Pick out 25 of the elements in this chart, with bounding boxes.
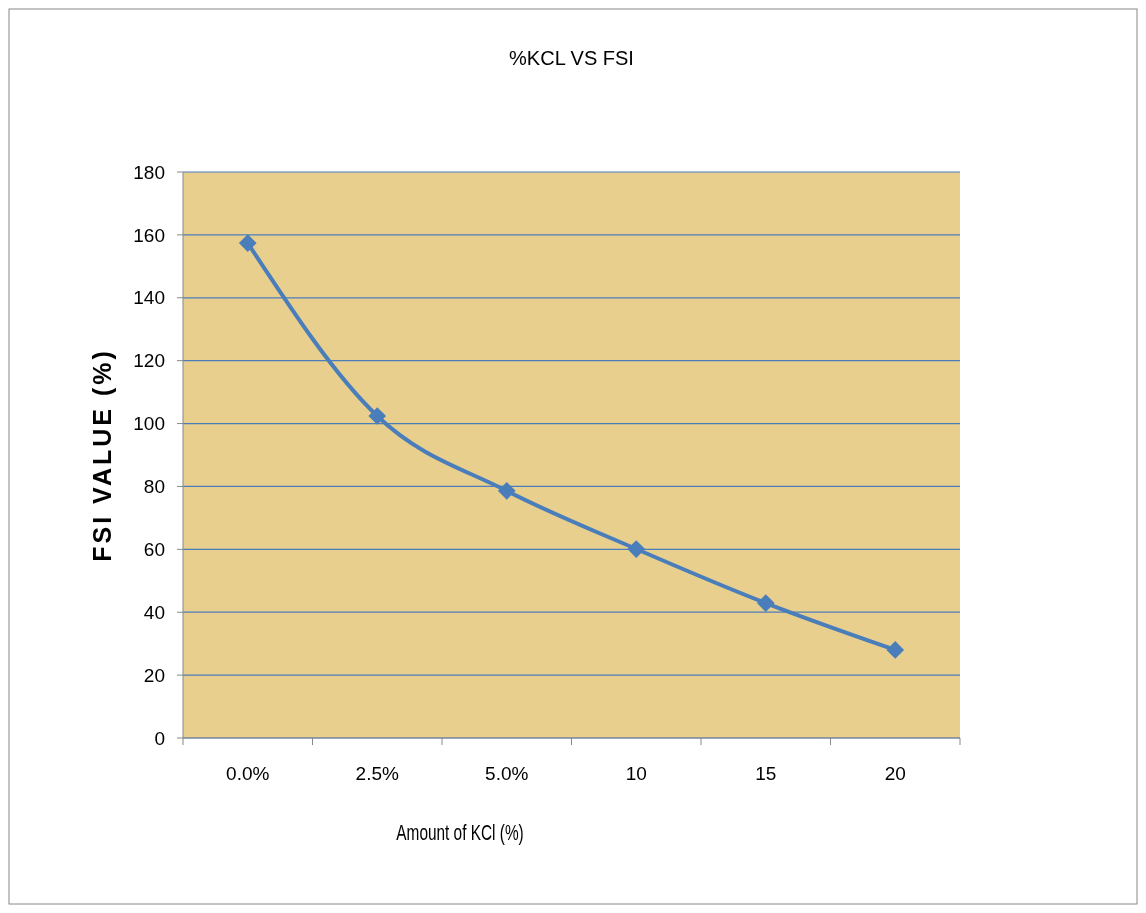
point bbox=[756, 594, 775, 612]
y-tick-label: 20 bbox=[143, 664, 165, 686]
y-tick-label: 80 bbox=[143, 476, 165, 498]
point bbox=[627, 540, 646, 558]
y-axis-title: FSI VALUE (%) bbox=[88, 348, 116, 562]
x-tick-label: 2.5% bbox=[355, 763, 400, 784]
y-tick-label: 40 bbox=[143, 601, 165, 623]
y-tick-label: 100 bbox=[133, 413, 165, 435]
x-tick-label: 5.0% bbox=[485, 763, 529, 784]
x-tick-label: 20 bbox=[884, 763, 906, 784]
y-tick-label: 120 bbox=[133, 350, 165, 372]
y-tick-label: 0 bbox=[154, 727, 165, 749]
chart-title: %KCL VS FSI bbox=[509, 47, 634, 69]
y-tick-label: 140 bbox=[133, 287, 165, 309]
point bbox=[368, 407, 387, 425]
point bbox=[238, 234, 257, 252]
point bbox=[886, 641, 905, 659]
x-tick-label: 10 bbox=[625, 763, 647, 784]
x-axis-title: Amount of KCl (%) bbox=[396, 820, 524, 845]
y-tick-label: 160 bbox=[133, 224, 165, 246]
x-tick-label: 0.0% bbox=[226, 763, 270, 784]
point bbox=[497, 481, 516, 500]
x-tick-label: 15 bbox=[755, 763, 777, 784]
y-tick-label: 60 bbox=[143, 538, 165, 560]
y-tick-label: 180 bbox=[133, 161, 165, 183]
